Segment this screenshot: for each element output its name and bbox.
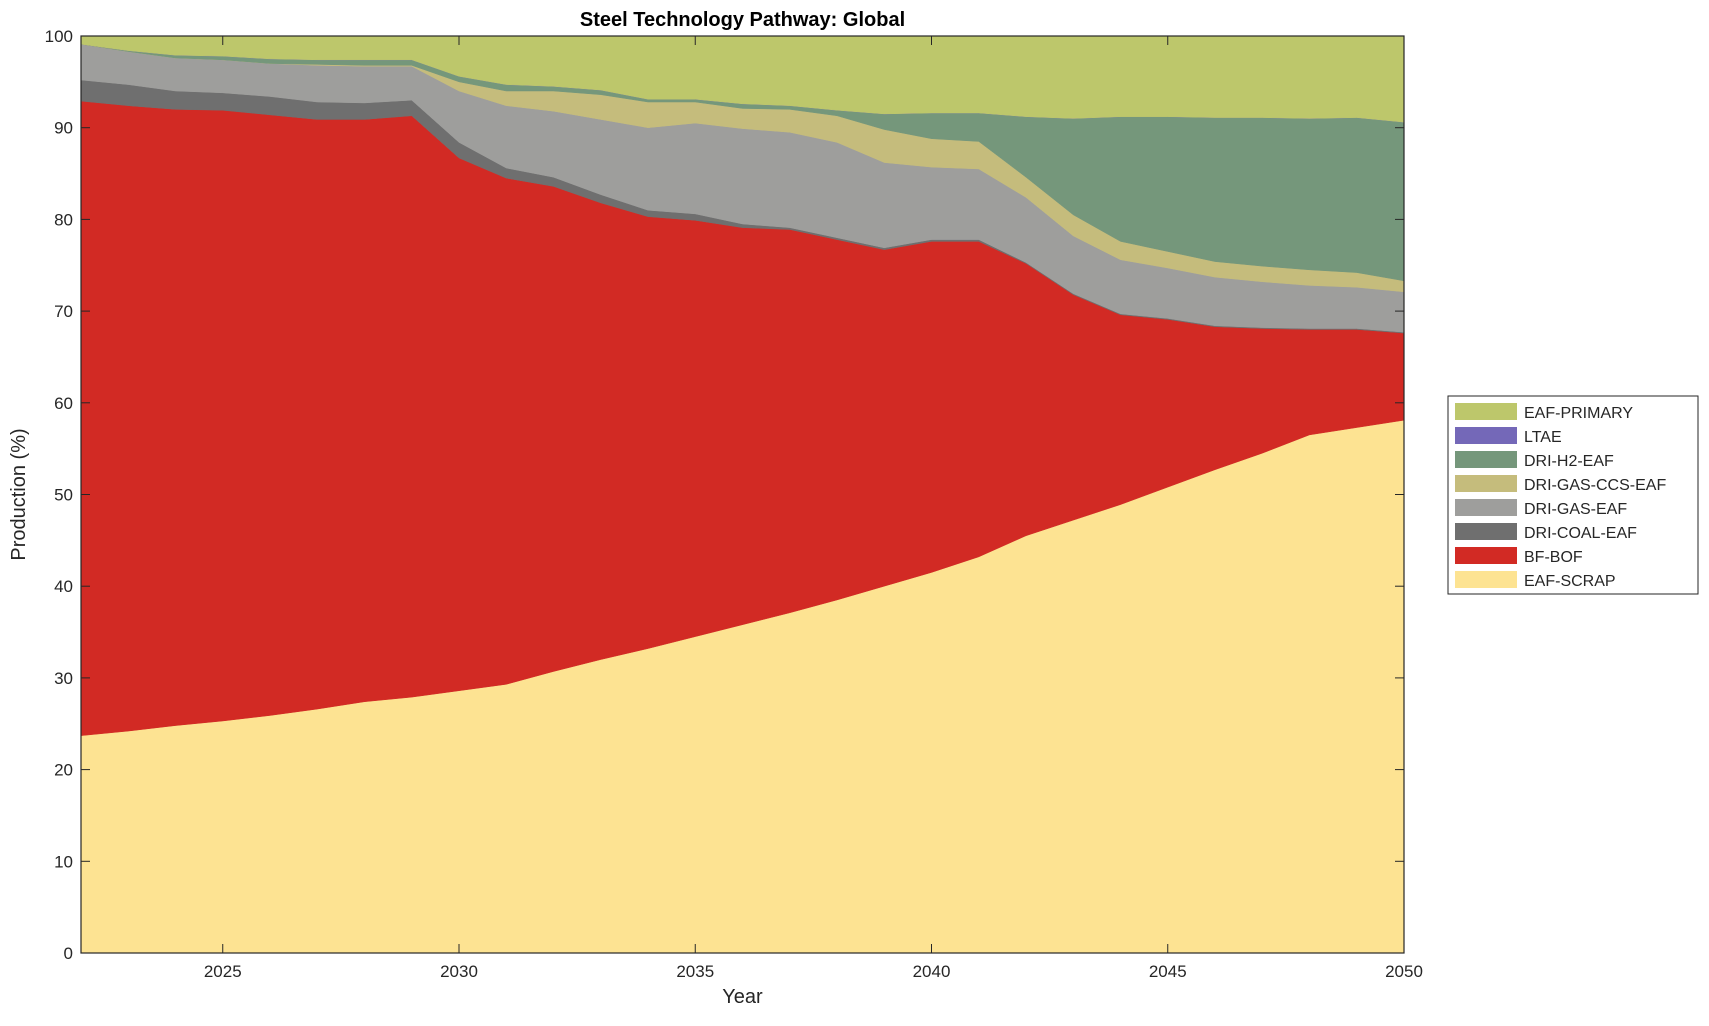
y-tick-label: 50 xyxy=(54,486,73,505)
x-tick-label: 2030 xyxy=(440,962,478,981)
legend-swatch xyxy=(1455,475,1517,492)
y-tick-label: 100 xyxy=(45,27,73,46)
y-axis-label: Production (%) xyxy=(8,428,30,560)
legend-label: LTAE xyxy=(1524,429,1562,446)
legend-item-eaf-scrap: EAF-SCRAP xyxy=(1455,571,1616,590)
legend-item-dri-h2-eaf: DRI-H2-EAF xyxy=(1455,451,1614,470)
legend-label: DRI-GAS-EAF xyxy=(1524,501,1627,518)
legend-swatch xyxy=(1455,403,1517,420)
legend-swatch xyxy=(1455,547,1517,564)
y-tick-label: 60 xyxy=(54,394,73,413)
legend-swatch xyxy=(1455,451,1517,468)
y-tick-label: 40 xyxy=(54,577,73,596)
y-tick-label: 20 xyxy=(54,761,73,780)
x-tick-label: 2050 xyxy=(1385,962,1423,981)
legend-label: EAF-SCRAP xyxy=(1524,573,1616,590)
y-tick-label: 10 xyxy=(54,852,73,871)
y-tick-label: 90 xyxy=(54,119,73,138)
area-layers xyxy=(80,35,1405,954)
legend-label: BF-BOF xyxy=(1524,549,1583,566)
x-tick-label: 2040 xyxy=(913,962,951,981)
legend-label: DRI-GAS-CCS-EAF xyxy=(1524,477,1666,494)
legend-item-dri-coal-eaf: DRI-COAL-EAF xyxy=(1455,523,1637,542)
y-tick-label: 30 xyxy=(54,669,73,688)
x-axis-label: Year xyxy=(722,986,763,1008)
legend-item-bf-bof: BF-BOF xyxy=(1455,547,1583,566)
x-tick-label: 2035 xyxy=(676,962,714,981)
legend-swatch xyxy=(1455,499,1517,516)
y-tick-label: 0 xyxy=(64,944,73,963)
legend-item-ltae: LTAE xyxy=(1455,427,1562,446)
legend-label: DRI-H2-EAF xyxy=(1524,453,1614,470)
y-tick-label: 80 xyxy=(54,210,73,229)
legend-swatch xyxy=(1455,523,1517,540)
x-tick-label: 2025 xyxy=(204,962,242,981)
legend-item-dri-gas-ccs-eaf: DRI-GAS-CCS-EAF xyxy=(1455,475,1666,494)
x-tick-label: 2045 xyxy=(1149,962,1187,981)
legend-swatch xyxy=(1455,427,1517,444)
legend-item-eaf-primary: EAF-PRIMARY xyxy=(1455,403,1633,422)
y-tick-label: 70 xyxy=(54,302,73,321)
legend-item-dri-gas-eaf: DRI-GAS-EAF xyxy=(1455,499,1627,518)
legend: EAF-PRIMARY LTAE DRI-H2-EAF DRI-GAS-CCS-EAF… xyxy=(1447,395,1699,595)
legend-label: EAF-PRIMARY xyxy=(1524,405,1633,422)
legend-label: DRI-COAL-EAF xyxy=(1524,525,1637,542)
chart-title: Steel Technology Pathway: Global xyxy=(580,9,905,31)
legend-swatch xyxy=(1455,571,1517,588)
